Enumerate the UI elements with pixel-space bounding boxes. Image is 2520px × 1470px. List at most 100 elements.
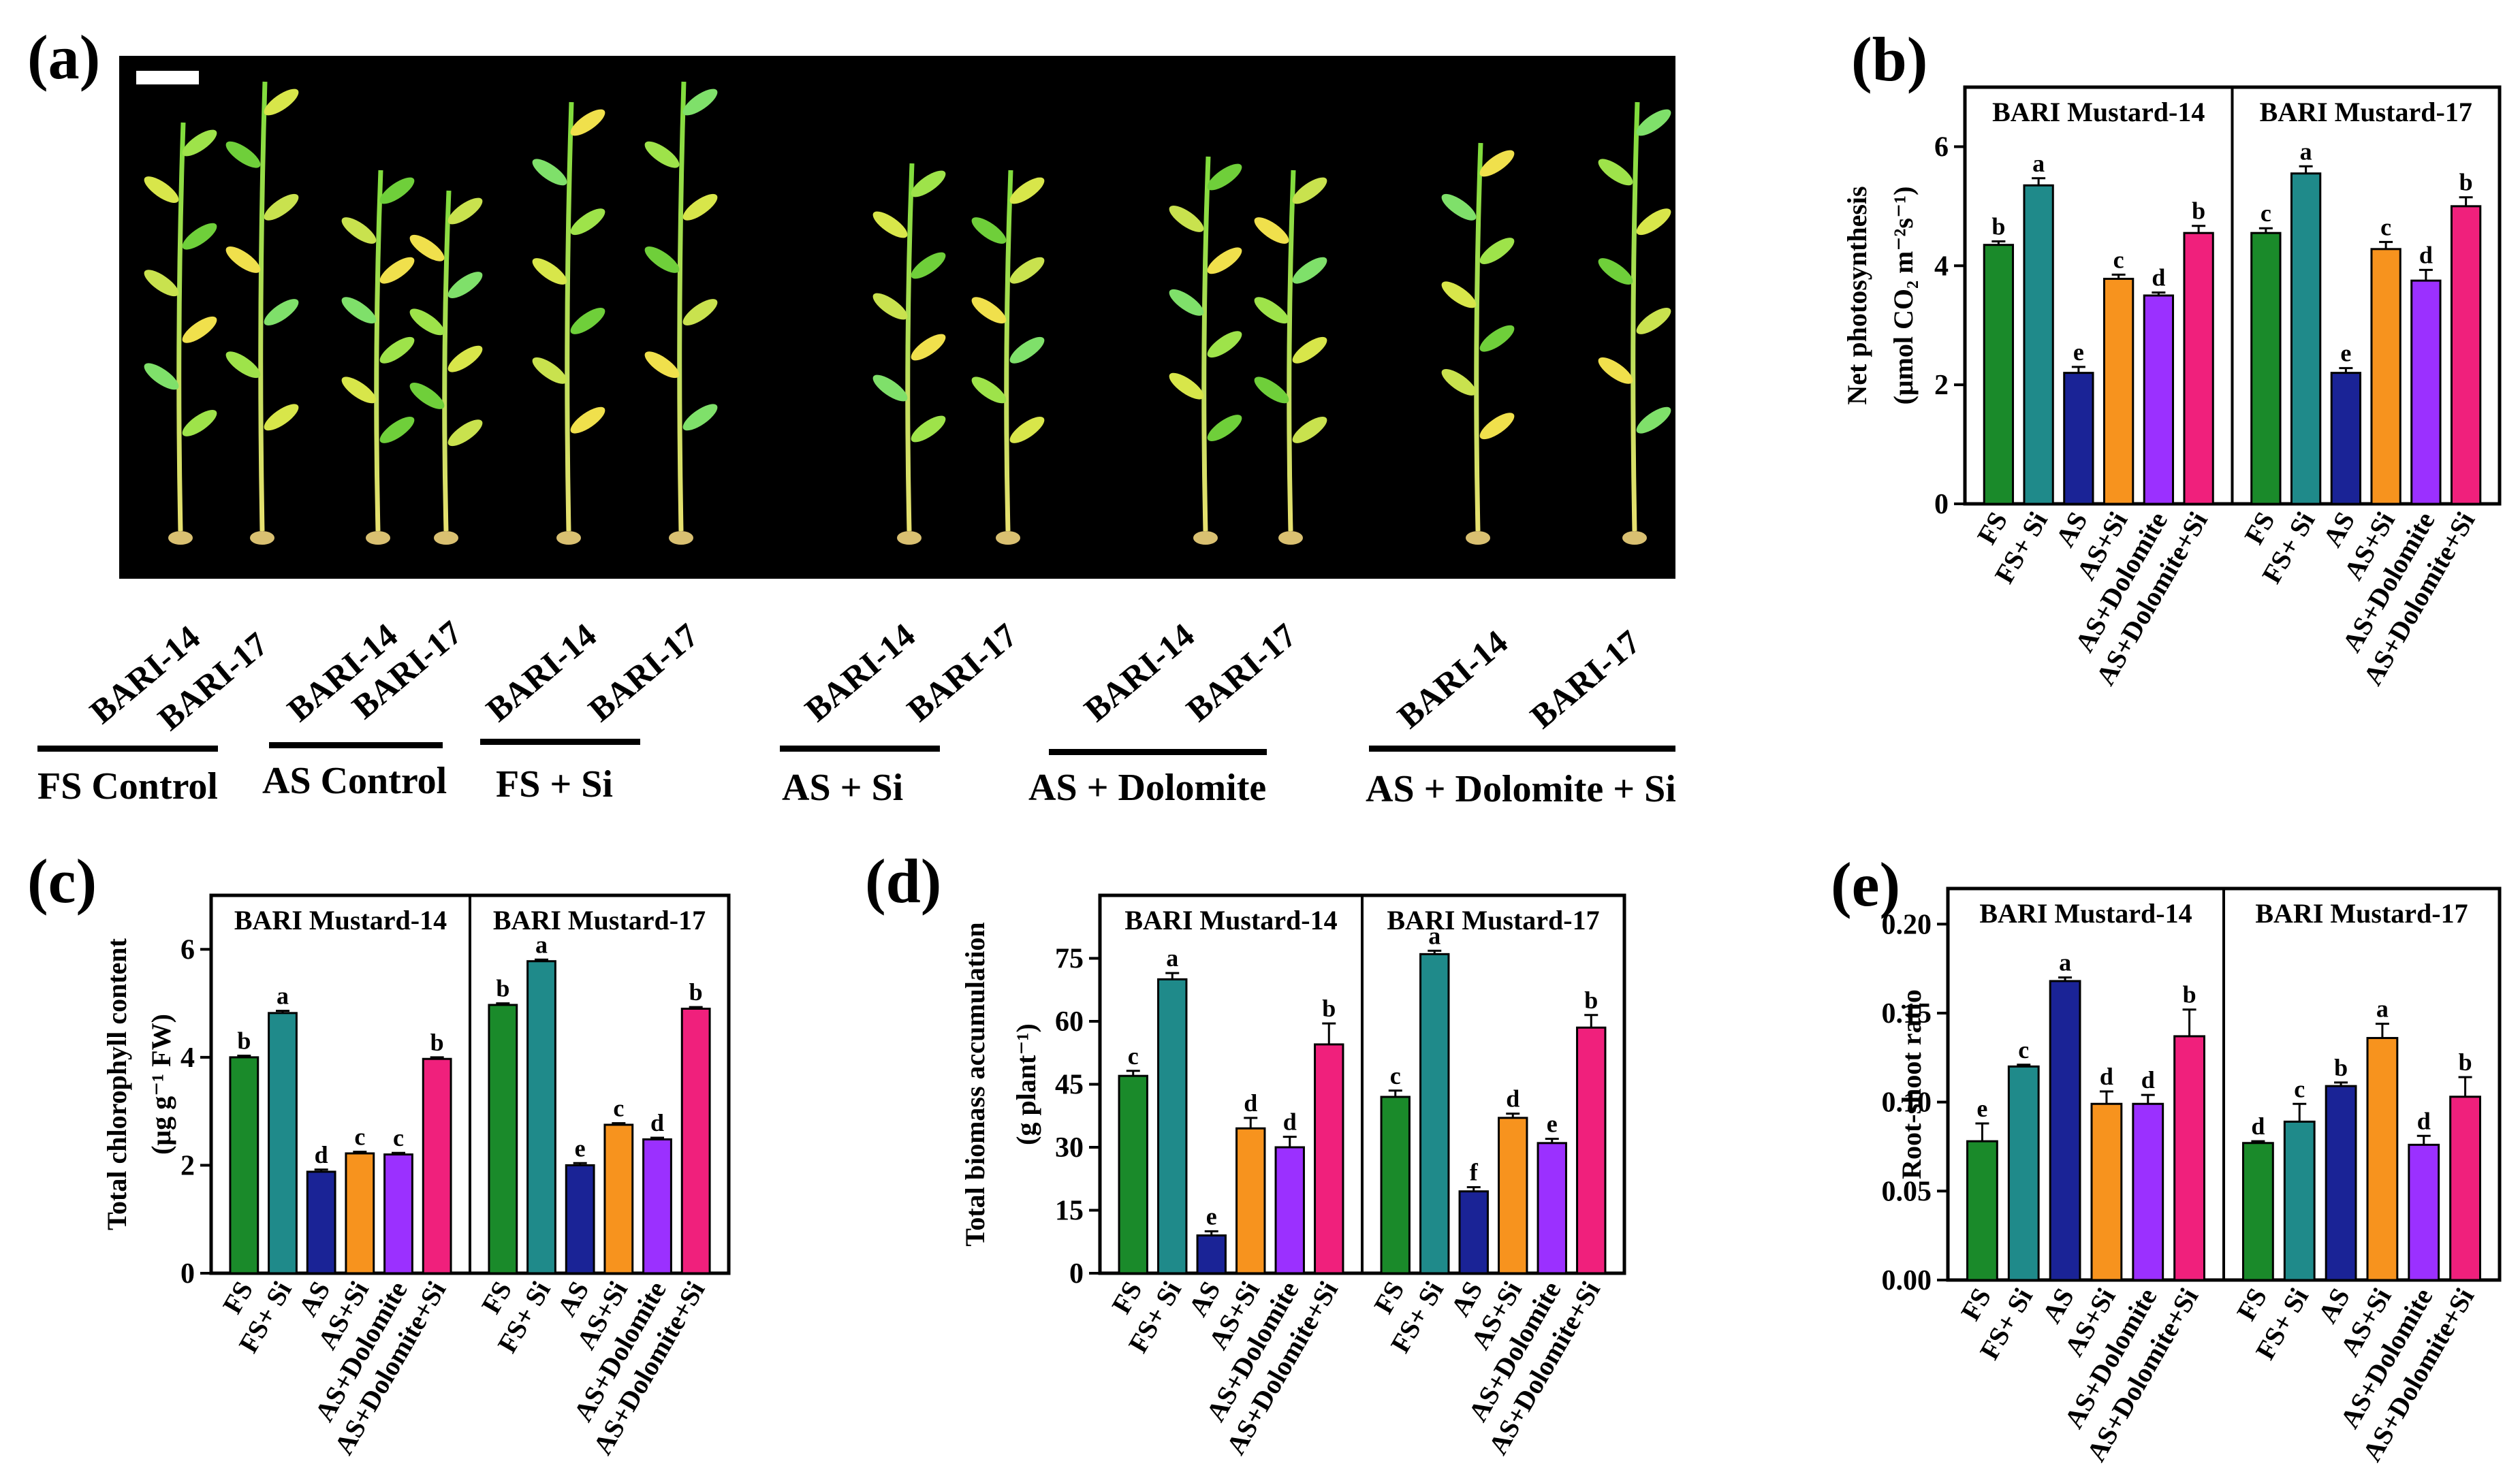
plant-leaf [1292,257,1327,284]
plant-leaf [1169,289,1204,316]
y-tick-label: 0 [1934,489,1949,520]
bar [2330,372,2362,505]
plant-leaf [182,410,217,436]
y-axis-unit: (μg g⁻¹ FW) [146,1014,176,1155]
plant-root [556,531,581,545]
plant-leaf [1169,372,1204,400]
significance-letter: d [315,1141,328,1168]
plant-leaf [144,363,179,390]
plant-leaf [644,246,680,273]
bar [1274,1146,1305,1275]
bar [2007,1065,2040,1281]
plant-leaf [1479,413,1515,440]
plant-leaf [225,246,261,273]
plant-leaf [644,141,680,168]
plant-leaf [144,176,179,203]
plant-leaf [264,404,299,431]
cultivar-label: BARI-14 [1077,616,1201,729]
bar [2366,1037,2399,1281]
plant-leaf [1254,377,1289,404]
group-label: AS + Si [782,767,903,809]
bar [2242,1142,2274,1281]
plant-leaf [570,308,605,334]
significance-letter: e [1547,1111,1558,1138]
plant-leaf [911,170,946,197]
plant-leaf [1207,415,1242,441]
cultivar-label: BARI-17 [581,616,706,729]
plant-leaf [1441,281,1477,308]
significance-letter: d [650,1109,664,1136]
significance-letter: d [2417,1107,2431,1134]
plant-stem [258,81,268,532]
significance-letter: d [2251,1113,2265,1140]
bar [1537,1142,1567,1275]
significance-letter: c [2294,1075,2305,1102]
significance-letter: b [689,978,703,1006]
significance-letter: a [535,931,548,958]
plant-leaf [379,417,415,443]
plant-leaf [264,193,299,221]
plant-leaf [409,234,445,261]
plant-leaf [447,272,483,298]
chart-panel-d: (d) 0 15 30 45 60 75 Total biomass accumulation… [865,846,1626,1460]
bar [2063,372,2094,505]
bar [306,1170,336,1275]
plant-root [434,531,458,545]
group-title: BARI Mustard-17 [1387,905,1599,936]
bar [2370,248,2401,505]
cultivar-label: BARI-17 [1179,616,1304,729]
bar [2023,184,2054,505]
plant-leaf [1598,159,1633,186]
chart-panel-c: (c) 0 2 4 6 Total chlorophyll content (μg g⁻¹ … [27,846,731,1460]
y-tick-label: 60 [1055,1006,1084,1038]
significance-letter: a [2059,949,2071,976]
plant-leaf [264,89,299,116]
plant-stem [1004,170,1013,532]
plant-leaf [1292,177,1327,204]
panel-label-e: (e) [1831,850,1900,919]
significance-letter: c [354,1123,365,1151]
y-tick-label: 2 [180,1150,195,1181]
plant-leaf [682,299,718,325]
significance-letter: b [2334,1054,2348,1081]
plant-leaf [971,377,1007,404]
plant-root [1622,531,1647,545]
plant-leaf [447,197,483,225]
bar [2143,294,2175,505]
significance-letter: c [1390,1062,1401,1089]
significance-letter: a [2032,150,2045,177]
plant-leaf [532,357,567,384]
bar [2325,1085,2357,1281]
bar [2290,172,2322,505]
group-label: FS Control [37,765,218,808]
plant-leaf [1254,297,1289,324]
y-tick-label: 0.05 [1882,1176,1932,1207]
significance-letter: a [1166,944,1178,972]
plant-leaf [341,377,377,404]
y-tick-label: 2 [1934,370,1949,401]
plant-leaf [182,316,217,343]
plant-leaf [144,270,179,297]
bar [2173,1035,2205,1281]
y-axis-label: Root-shoot ratio [1896,989,1927,1179]
chart-panel-b: (b) 0 2 4 6 Net photosynthesis (μmol CO₂ m⁻²s⁻… [1842,25,2502,690]
y-tick-label: 75 [1055,944,1084,975]
plant-leaf [1169,206,1204,232]
group-title: BARI Mustard-17 [493,905,706,936]
bar [1498,1117,1528,1275]
plant-leaf [341,217,377,244]
y-tick-label: 45 [1055,1070,1084,1101]
significance-letter: d [2141,1066,2155,1093]
plant-stem [176,122,186,532]
y-axis-label: Total chlorophyll content [101,938,132,1230]
plant-leaf [1292,336,1327,364]
photo-panel: (a) BARI-14 BARI-17 BARI-14 BARI-17 BARI… [27,22,1676,810]
bar [1419,953,1450,1275]
significance-letter: a [2300,138,2312,165]
significance-letter: b [2459,169,2473,196]
plant-root [366,531,390,545]
plant-leaf [1207,247,1242,274]
group-label: AS + Dolomite + Si [1366,768,1676,810]
plant-leaf [911,334,946,361]
